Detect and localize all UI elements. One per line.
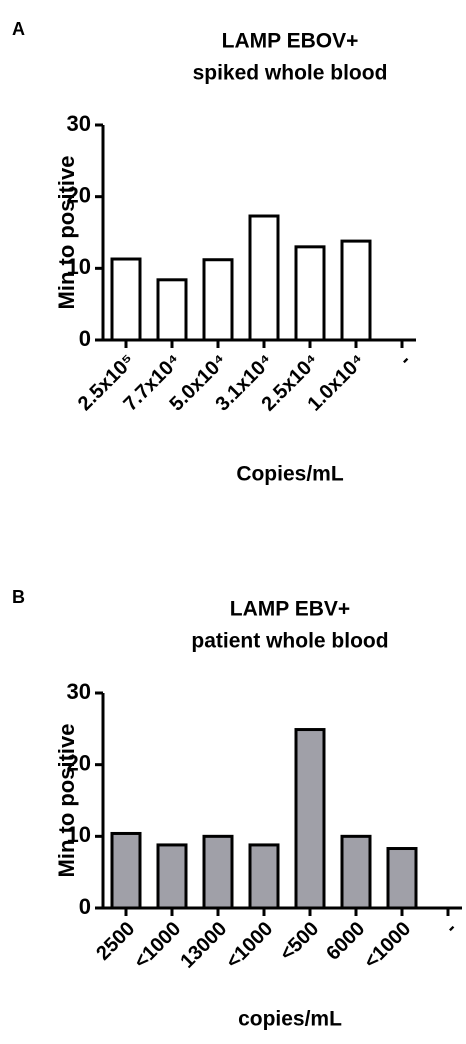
bar <box>110 257 142 342</box>
x-tick-label: <500 <box>276 918 323 965</box>
bar <box>248 214 280 342</box>
chart-title: LAMP EBV+ <box>230 598 350 621</box>
bar <box>202 258 234 342</box>
x-tick-label: 13000 <box>176 918 231 973</box>
bar <box>156 843 188 910</box>
x-tick-label: - <box>441 918 461 938</box>
y-tick-label: 0 <box>79 326 91 351</box>
x-axis-label: Copies/mL <box>236 463 344 486</box>
chart-title: patient whole blood <box>191 630 388 653</box>
bar <box>294 245 326 342</box>
y-tick-label: 10 <box>67 254 91 279</box>
y-tick-label: 10 <box>67 822 91 847</box>
bar <box>248 843 280 910</box>
y-axis-label: Min to positive <box>54 156 79 310</box>
y-tick-label: 20 <box>67 182 91 207</box>
y-tick-label: 30 <box>67 679 91 704</box>
x-tick-label: - <box>395 350 415 370</box>
chart-title: spiked whole blood <box>193 62 388 85</box>
y-tick-label: 0 <box>79 894 91 919</box>
x-tick-label: <1000 <box>222 918 277 973</box>
panel-label: B <box>12 587 25 607</box>
x-tick-label: <1000 <box>130 918 185 973</box>
bar <box>294 728 326 910</box>
bar <box>156 278 188 342</box>
y-tick-label: 30 <box>67 111 91 136</box>
bar <box>202 834 234 910</box>
bar <box>386 847 418 910</box>
bar <box>340 239 372 342</box>
y-axis-label: Min to positive <box>54 724 79 878</box>
panel-label: A <box>12 19 25 39</box>
y-tick-label: 20 <box>67 750 91 775</box>
bar <box>340 834 372 910</box>
bar <box>110 831 142 910</box>
x-axis-label: copies/mL <box>238 1008 342 1031</box>
x-tick-label: <1000 <box>360 918 415 973</box>
chart-title: LAMP EBOV+ <box>222 30 359 53</box>
